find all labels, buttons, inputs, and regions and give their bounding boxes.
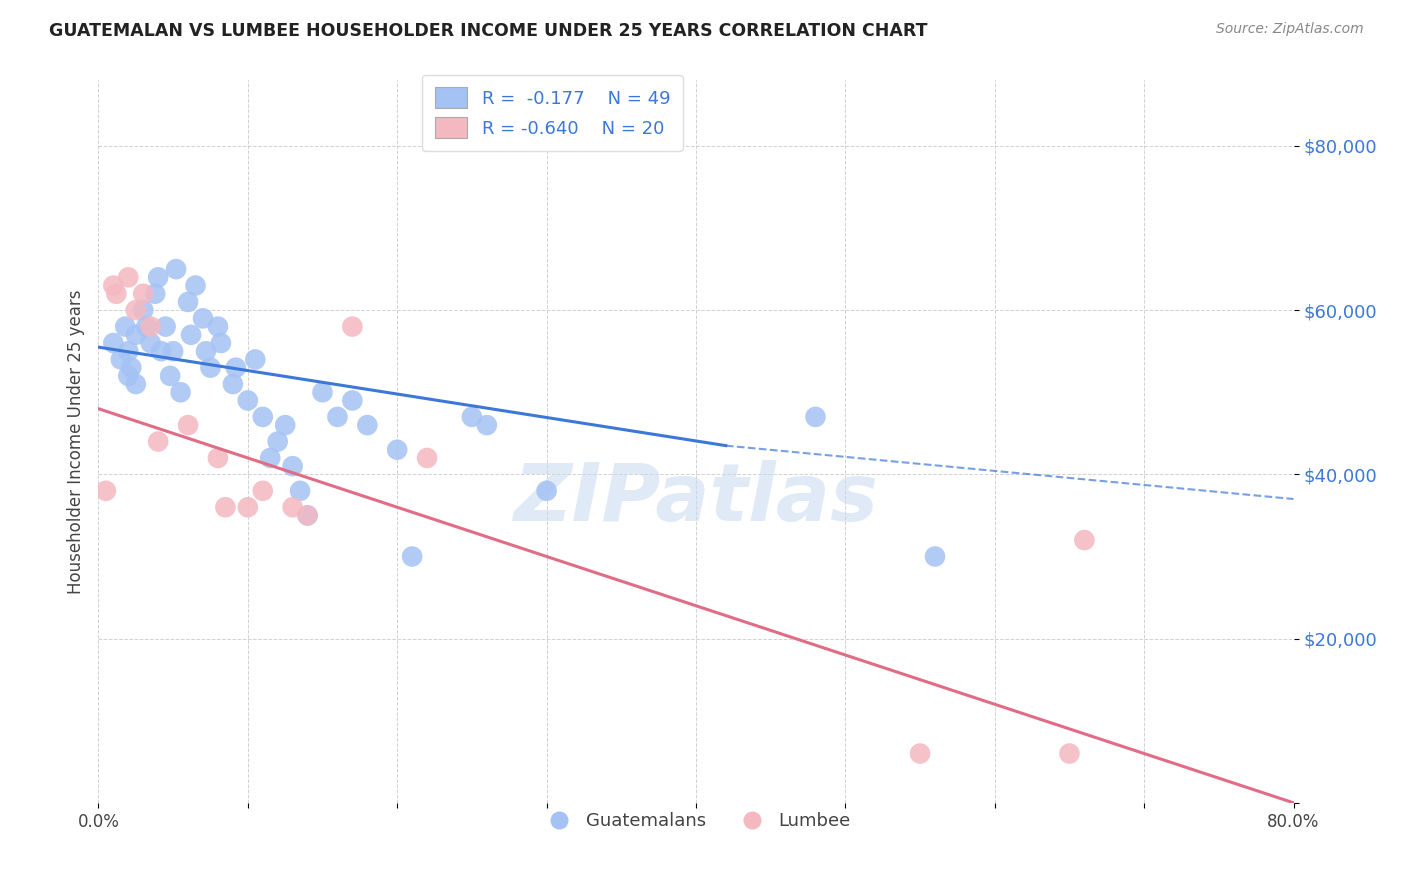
Point — [150, 344, 173, 359]
Point — [125, 303, 148, 318]
Point — [461, 409, 484, 424]
Point — [103, 278, 125, 293]
Point — [385, 442, 409, 457]
Point — [401, 549, 423, 564]
Text: GUATEMALAN VS LUMBEE HOUSEHOLDER INCOME UNDER 25 YEARS CORRELATION CHART: GUATEMALAN VS LUMBEE HOUSEHOLDER INCOME … — [49, 22, 928, 40]
Point — [209, 336, 232, 351]
Point — [169, 385, 191, 400]
Point — [200, 360, 222, 375]
Point — [103, 336, 125, 351]
Point — [191, 311, 214, 326]
Point — [180, 327, 202, 342]
Point — [114, 319, 136, 334]
Point — [297, 508, 319, 523]
Point — [110, 352, 132, 367]
Point — [222, 377, 245, 392]
Point — [288, 483, 311, 498]
Point — [804, 409, 827, 424]
Point — [274, 418, 297, 433]
Point — [536, 483, 558, 498]
Point — [245, 352, 267, 367]
Point — [125, 327, 148, 342]
Point — [924, 549, 946, 564]
Point — [342, 393, 364, 408]
Point — [117, 344, 139, 359]
Point — [117, 368, 139, 383]
Point — [135, 319, 157, 334]
Point — [356, 418, 378, 433]
Point — [184, 278, 207, 293]
Point — [148, 434, 170, 449]
Point — [475, 418, 498, 433]
Point — [281, 500, 304, 515]
Point — [311, 385, 333, 400]
Point — [416, 450, 439, 465]
Point — [236, 500, 259, 515]
Point — [155, 319, 177, 334]
Point — [177, 295, 200, 310]
Point — [207, 450, 229, 465]
Point — [1073, 533, 1095, 547]
Legend: Guatemalans, Lumbee: Guatemalans, Lumbee — [534, 805, 858, 837]
Point — [162, 344, 184, 359]
Point — [94, 483, 117, 498]
Point — [236, 393, 259, 408]
Point — [148, 270, 170, 285]
Point — [139, 336, 162, 351]
Point — [342, 319, 364, 334]
Text: ZIPatlas: ZIPatlas — [513, 460, 879, 539]
Point — [125, 377, 148, 392]
Point — [165, 262, 187, 277]
Point — [297, 508, 319, 523]
Point — [225, 360, 247, 375]
Point — [159, 368, 181, 383]
Point — [117, 270, 139, 285]
Point — [177, 418, 200, 433]
Point — [132, 286, 155, 301]
Point — [252, 409, 274, 424]
Point — [105, 286, 128, 301]
Point — [1059, 747, 1081, 761]
Point — [267, 434, 290, 449]
Point — [214, 500, 236, 515]
Point — [139, 319, 162, 334]
Point — [252, 483, 274, 498]
Point — [195, 344, 218, 359]
Point — [143, 286, 166, 301]
Point — [281, 459, 304, 474]
Point — [207, 319, 229, 334]
Point — [120, 360, 142, 375]
Point — [259, 450, 281, 465]
Point — [326, 409, 349, 424]
Text: Source: ZipAtlas.com: Source: ZipAtlas.com — [1216, 22, 1364, 37]
Point — [132, 303, 155, 318]
Point — [908, 747, 931, 761]
Y-axis label: Householder Income Under 25 years: Householder Income Under 25 years — [66, 289, 84, 594]
